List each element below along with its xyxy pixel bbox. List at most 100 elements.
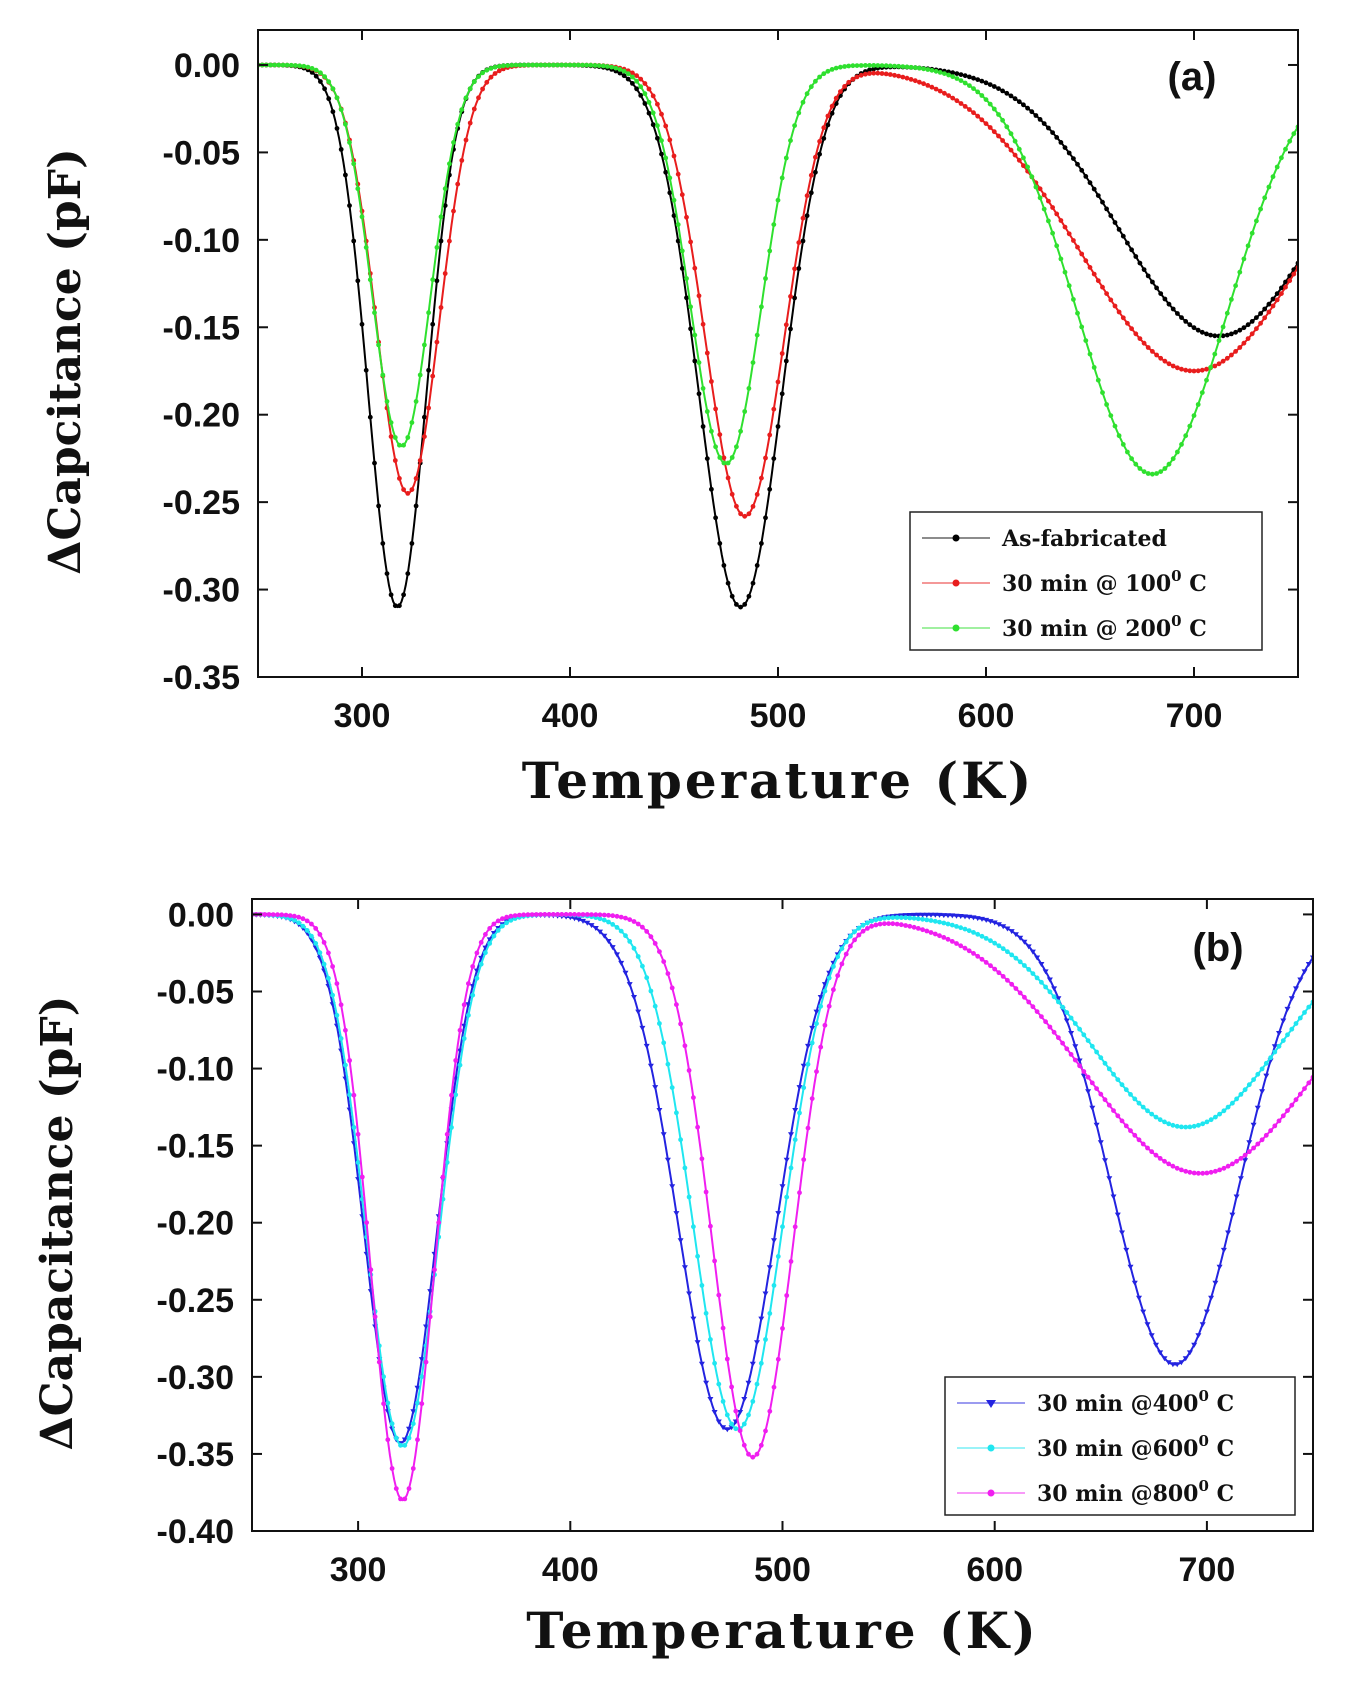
data-point — [759, 304, 764, 310]
data-point — [1289, 1102, 1295, 1108]
data-point — [1076, 1058, 1083, 1064]
data-point — [538, 62, 544, 68]
data-point — [372, 1314, 378, 1320]
data-point — [521, 62, 527, 68]
data-point — [983, 121, 989, 126]
data-point — [1154, 352, 1159, 358]
data-point — [858, 63, 864, 68]
data-point — [1115, 1113, 1121, 1119]
data-point — [613, 65, 619, 71]
data-point — [313, 941, 319, 946]
data-point — [822, 988, 828, 994]
data-point — [775, 424, 781, 429]
data-point — [686, 1068, 692, 1073]
data-point — [338, 107, 344, 112]
data-point — [887, 63, 893, 69]
data-point — [1233, 349, 1238, 354]
data-point — [929, 84, 935, 90]
data-point — [1276, 1043, 1282, 1049]
data-point — [1060, 1004, 1065, 1010]
data-point — [962, 926, 968, 932]
data-point — [767, 1408, 773, 1414]
data-point — [1012, 138, 1018, 144]
data-point — [313, 73, 319, 79]
data-point — [1095, 377, 1101, 383]
data-point — [487, 941, 493, 946]
data-point — [1170, 456, 1176, 462]
data-point — [1043, 1019, 1048, 1025]
data-point — [1104, 291, 1109, 296]
y-tick-label: -0.35 — [163, 659, 241, 697]
data-point — [741, 1442, 747, 1448]
data-point — [592, 63, 598, 68]
data-point — [696, 391, 702, 397]
data-point — [887, 72, 893, 77]
data-point — [796, 266, 802, 271]
data-point — [601, 912, 607, 918]
data-point — [682, 1043, 688, 1049]
data-point — [898, 915, 904, 920]
data-point — [937, 88, 943, 94]
data-point — [1098, 1091, 1104, 1097]
data-point — [478, 961, 484, 967]
data-point — [1237, 345, 1243, 350]
data-point — [838, 64, 843, 70]
legend-label-main: 30 min @400 — [1037, 1391, 1199, 1417]
data-point — [766, 1265, 773, 1271]
data-point — [958, 72, 964, 77]
data-point — [675, 171, 681, 177]
data-point — [949, 913, 956, 919]
legend-label-sup: 0 — [1199, 1477, 1209, 1495]
data-point — [1041, 206, 1047, 212]
data-point — [734, 503, 739, 509]
data-point — [813, 1009, 820, 1015]
data-point — [758, 1360, 764, 1366]
data-point — [1245, 243, 1251, 249]
data-point — [618, 914, 624, 920]
data-point — [788, 1259, 794, 1264]
data-point — [966, 914, 973, 920]
data-point — [288, 62, 294, 68]
data-point — [912, 78, 918, 84]
data-point — [1089, 1105, 1096, 1111]
data-point — [792, 295, 797, 301]
data-point — [388, 420, 394, 425]
data-point — [487, 926, 493, 931]
data-point — [266, 912, 272, 917]
data-point — [1000, 924, 1007, 930]
data-point — [440, 1174, 446, 1180]
data-point — [1178, 1360, 1185, 1366]
data-point — [1263, 1132, 1269, 1138]
data-point — [496, 63, 502, 69]
data-point — [1050, 230, 1055, 236]
data-point — [996, 86, 1001, 91]
data-point — [280, 62, 286, 68]
data-point — [434, 245, 440, 250]
data-point — [958, 78, 964, 83]
data-point — [492, 64, 498, 70]
data-point — [1187, 368, 1193, 374]
data-point — [623, 915, 628, 921]
data-point — [737, 1428, 743, 1434]
data-point — [711, 1410, 718, 1415]
data-point — [839, 946, 845, 951]
data-point — [512, 913, 518, 918]
data-point — [983, 97, 989, 102]
data-point — [858, 72, 864, 78]
data-point — [842, 84, 847, 89]
data-point — [614, 925, 620, 930]
data-point — [457, 1062, 463, 1068]
data-point — [771, 456, 777, 461]
data-point — [712, 1258, 717, 1264]
data-point — [937, 919, 942, 925]
data-point — [663, 123, 669, 129]
data-point — [1208, 332, 1213, 338]
x-tick-label: 300 — [330, 1551, 387, 1589]
data-point — [699, 1156, 705, 1162]
data-point — [750, 1399, 756, 1404]
legend-label: 30 min @4000 C — [1037, 1387, 1234, 1417]
data-point — [745, 1380, 752, 1386]
data-point — [1054, 243, 1060, 249]
data-point — [563, 912, 569, 917]
data-point — [534, 62, 540, 68]
